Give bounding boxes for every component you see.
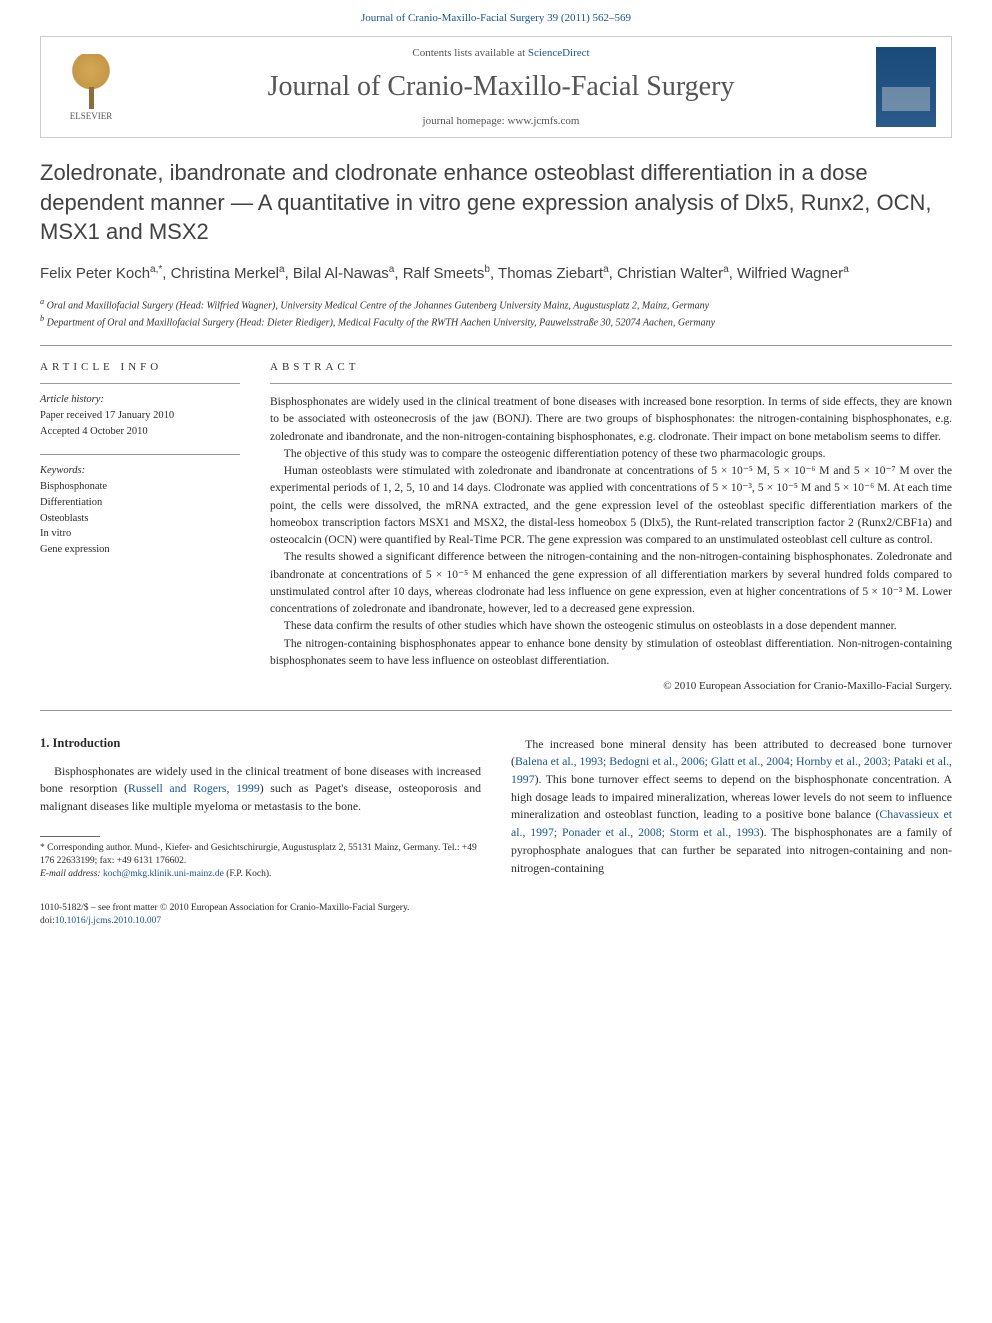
section-heading: 1. Introduction: [40, 736, 481, 751]
body-column-right: The increased bone mineral density has b…: [511, 736, 952, 882]
corresponding-author-footnote: * Corresponding author. Mund-, Kiefer- a…: [40, 842, 481, 882]
citation-link[interactable]: Russell and Rogers, 1999: [128, 781, 260, 795]
elsevier-tree-icon: [66, 54, 116, 109]
doi-link[interactable]: 10.1016/j.jcms.2010.10.007: [55, 916, 161, 926]
abstract-paragraph: These data confirm the results of other …: [270, 618, 952, 635]
author: Christian Waltera: [617, 265, 729, 282]
footnote-line: * Corresponding author. Mund-, Kiefer- a…: [40, 842, 481, 869]
journal-title: Journal of Cranio-Maxillo-Facial Surgery: [126, 71, 876, 103]
keyword: Gene expression: [40, 542, 240, 558]
keyword: Differentiation: [40, 495, 240, 511]
abstract-column: ABSTRACT Bisphosphonates are widely used…: [270, 361, 952, 695]
body-column-left: 1. Introduction Bisphosphonates are wide…: [40, 736, 481, 882]
journal-homepage: journal homepage: www.jcmfs.com: [126, 115, 876, 127]
abstract-paragraph: The nitrogen-containing bisphosphonates …: [270, 636, 952, 671]
article-history: Article history: Paper received 17 Janua…: [40, 383, 240, 439]
author: Bilal Al-Nawasa: [293, 265, 394, 282]
sciencedirect-link[interactable]: ScienceDirect: [528, 47, 590, 59]
contents-prefix: Contents lists available at: [412, 47, 527, 59]
footnote-separator: [40, 836, 100, 837]
keyword: Osteoblasts: [40, 511, 240, 527]
keyword: Bisphosphonate: [40, 479, 240, 495]
elsevier-logo: ELSEVIER: [56, 54, 126, 121]
abstract-paragraph: Human osteoblasts were stimulated with z…: [270, 463, 952, 549]
elsevier-label: ELSEVIER: [70, 111, 113, 121]
author: Christina Merkela: [171, 265, 285, 282]
received-date: Paper received 17 January 2010: [40, 408, 240, 424]
abstract-label: ABSTRACT: [270, 361, 952, 373]
email-link[interactable]: koch@mkg.klinik.uni-mainz.de: [103, 869, 224, 879]
author: Ralf Smeetsb: [403, 265, 490, 282]
affiliation-a: a Oral and Maxillofacial Surgery (Head: …: [40, 296, 952, 313]
abstract-paragraph: The results showed a significant differe…: [270, 549, 952, 618]
accepted-date: Accepted 4 October 2010: [40, 424, 240, 440]
abstract-paragraph: Bisphosphonates are widely used in the c…: [270, 394, 952, 446]
divider: [40, 710, 952, 711]
keyword: In vitro: [40, 526, 240, 542]
journal-cover-thumbnail: [876, 47, 936, 127]
affiliation-b: b Department of Oral and Maxillofacial S…: [40, 313, 952, 330]
affiliations: a Oral and Maxillofacial Surgery (Head: …: [40, 296, 952, 331]
body-paragraph: Bisphosphonates are widely used in the c…: [40, 763, 481, 816]
footer-copyright: 1010-5182/$ – see front matter © 2010 Eu…: [40, 902, 952, 915]
page-footer: 1010-5182/$ – see front matter © 2010 Eu…: [40, 902, 952, 929]
body-paragraph: The increased bone mineral density has b…: [511, 736, 952, 878]
article-info-label: ARTICLE INFO: [40, 361, 240, 373]
author: Thomas Ziebarta: [498, 265, 609, 282]
authors-list: Felix Peter Kocha,*, Christina Merkela, …: [40, 262, 952, 286]
abstract-text: Bisphosphonates are widely used in the c…: [270, 383, 952, 695]
footnote-email: E-mail address: koch@mkg.klinik.uni-main…: [40, 868, 481, 881]
footer-doi: doi:10.1016/j.jcms.2010.10.007: [40, 915, 952, 928]
author: Felix Peter Kocha,*: [40, 265, 162, 282]
journal-masthead: ELSEVIER Contents lists available at Sci…: [40, 36, 952, 138]
homepage-prefix: journal homepage:: [423, 115, 508, 127]
author: Wilfried Wagnera: [737, 265, 849, 282]
contents-available-line: Contents lists available at ScienceDirec…: [126, 47, 876, 59]
article-title: Zoledronate, ibandronate and clodronate …: [40, 158, 952, 247]
abstract-paragraph: The objective of this study was to compa…: [270, 446, 952, 463]
history-label: Article history:: [40, 392, 240, 408]
abstract-copyright: © 2010 European Association for Cranio-M…: [270, 678, 952, 695]
divider: [40, 345, 952, 346]
keywords-label: Keywords:: [40, 463, 240, 479]
running-header: Journal of Cranio-Maxillo-Facial Surgery…: [0, 0, 992, 36]
homepage-url[interactable]: www.jcmfs.com: [507, 115, 579, 127]
keywords-block: Keywords: Bisphosphonate Differentiation…: [40, 454, 240, 558]
article-info-column: ARTICLE INFO Article history: Paper rece…: [40, 361, 240, 695]
